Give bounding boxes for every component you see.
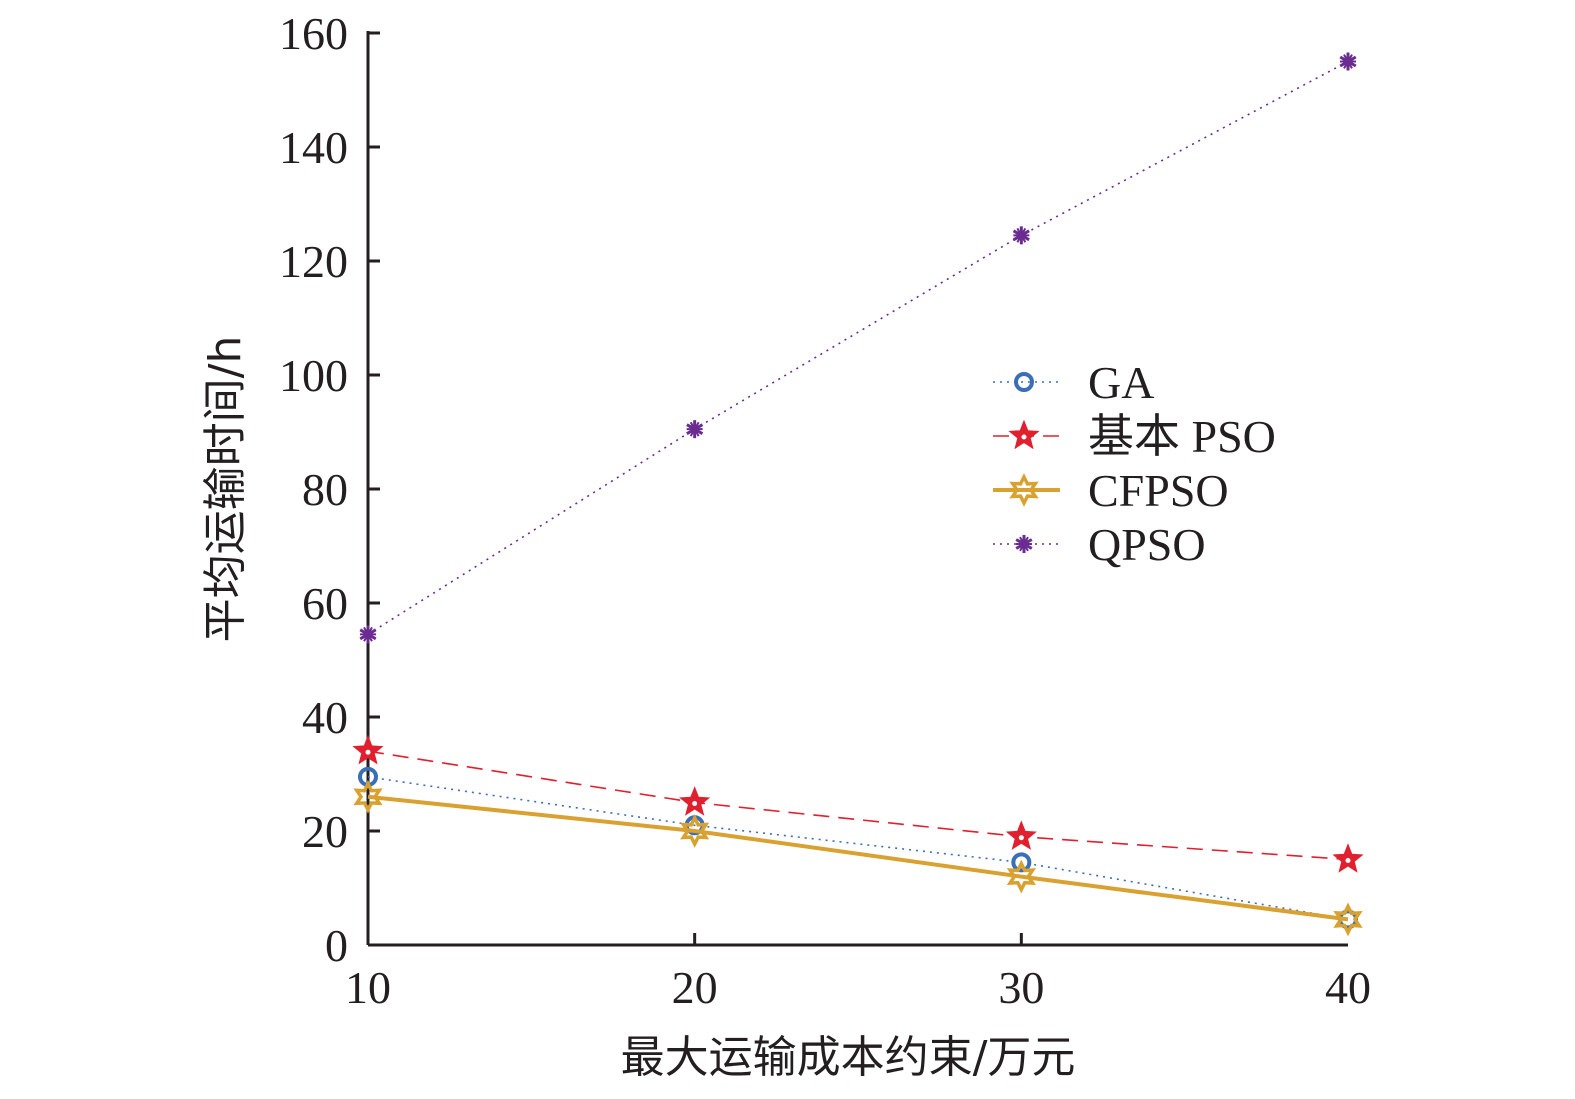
data-point (353, 779, 383, 814)
legend-item: CFPSO (993, 465, 1229, 516)
y-tick-label: 140 (279, 122, 348, 173)
legend-marker-arm (1019, 536, 1029, 552)
series-ga (358, 766, 1358, 930)
data-point (680, 814, 710, 848)
y-tick-label: 60 (302, 578, 348, 629)
legend-label: QPSO (1088, 519, 1206, 570)
data-point (1012, 226, 1030, 245)
data-point (1333, 902, 1363, 937)
data-point (1011, 852, 1032, 873)
axes: 0 20 40 60 80 100 120 140 160 10 20 30 40 (279, 8, 1371, 1013)
data-point (686, 420, 704, 439)
y-axis-title: 平均运输时间/h (200, 336, 251, 643)
legend-item: GA (993, 357, 1154, 408)
data-point-center (1345, 858, 1351, 863)
x-tick-label: 20 (672, 962, 718, 1013)
legend-label: 基本 PSO (1088, 411, 1276, 462)
y-tick-label: 40 (302, 692, 348, 743)
data-point-arm (1343, 54, 1353, 69)
y-ticks: 0 20 40 60 80 100 120 140 160 (279, 8, 380, 971)
legend-label: CFPSO (1088, 465, 1229, 516)
x-ticks: 10 20 30 40 (345, 933, 1371, 1013)
legend-item: QPSO (993, 519, 1206, 570)
series-qpso (359, 52, 1357, 644)
y-tick-label: 20 (302, 806, 348, 857)
data-point-center (692, 801, 698, 806)
data-point-arm (363, 626, 373, 642)
series-基本-pso (352, 734, 1364, 873)
data-point (359, 625, 377, 644)
series-line (367, 794, 1349, 922)
data-point-arm (689, 421, 700, 437)
data-point-center (1018, 835, 1024, 841)
legend-item: 基本 PSO (993, 411, 1276, 462)
y-tick-label: 120 (279, 236, 348, 287)
x-axis-title: 最大运输成本约束/万元 (621, 1032, 1076, 1083)
series-cfpso (353, 779, 1363, 937)
legend-marker (1015, 535, 1033, 553)
data-point (1006, 859, 1036, 894)
legend-marker-center (1021, 434, 1027, 440)
y-tick-label: 80 (302, 464, 348, 515)
x-tick-label: 40 (1325, 962, 1371, 1013)
x-tick-label: 10 (345, 962, 391, 1013)
series-line (367, 750, 1349, 861)
y-tick-label: 100 (279, 350, 348, 401)
data-point-arm (1016, 227, 1027, 243)
legend-marker (1009, 473, 1039, 507)
series-line (367, 776, 1349, 921)
legend-label: GA (1088, 357, 1154, 408)
data-point (1339, 52, 1357, 71)
legend-marker (1014, 372, 1034, 392)
series-layer (352, 52, 1364, 937)
y-tick-label: 160 (279, 8, 348, 59)
y-tick-label: 0 (325, 920, 348, 971)
series-line (367, 60, 1349, 635)
data-point-center (365, 749, 371, 755)
x-tick-label: 30 (998, 962, 1044, 1013)
